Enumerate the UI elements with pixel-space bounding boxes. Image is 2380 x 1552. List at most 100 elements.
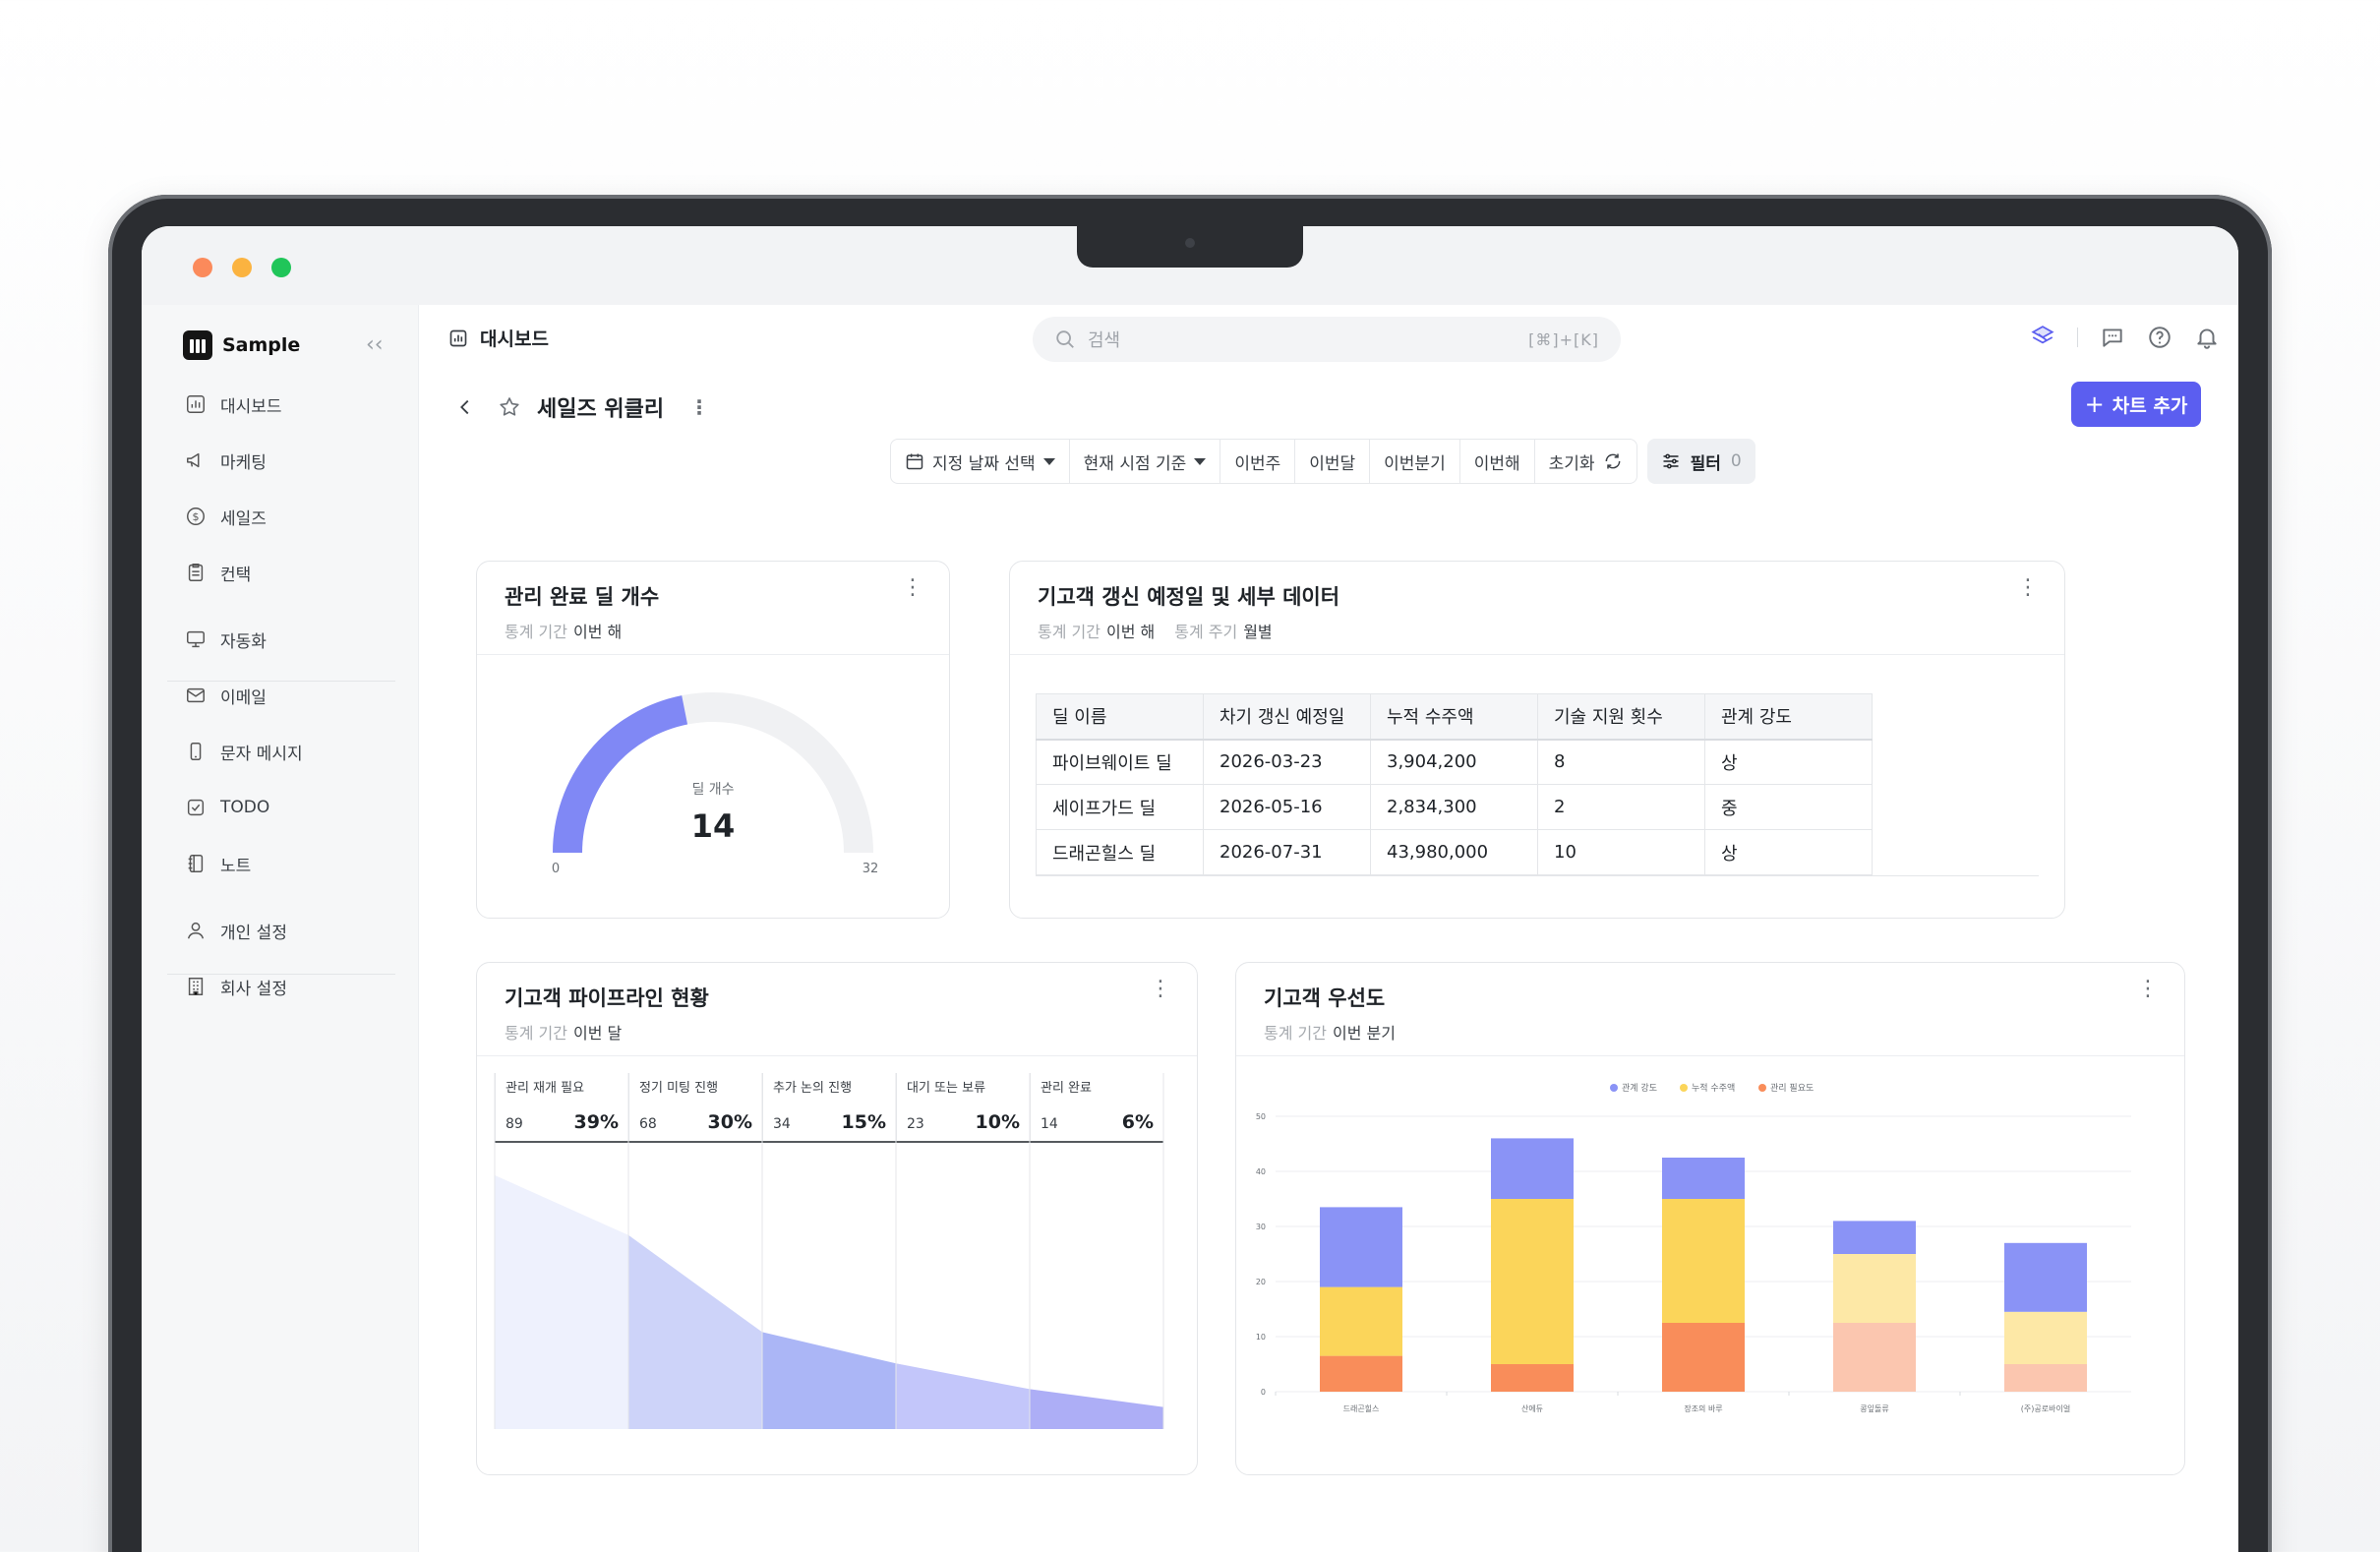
sidebar-item-9[interactable]: 개인 설정	[185, 914, 287, 947]
bar-segment[interactable]	[1662, 1199, 1745, 1323]
table-row[interactable]: 파이브웨이트 딜 2026-03-23 3,904,200 8 상	[1036, 739, 1873, 785]
this-month-button[interactable]: 이번달	[1294, 439, 1371, 484]
pipeline-funnel-chart	[494, 1073, 1164, 1429]
date-select-dropdown[interactable]: 지정 날짜 선택	[890, 439, 1070, 484]
card-more-icon[interactable]: ⋮	[2017, 575, 2039, 600]
sidebar-item-0[interactable]: 대시보드	[185, 388, 282, 421]
bar-segment[interactable]	[1320, 1207, 1402, 1287]
y-tick-label: 0	[1261, 1388, 1266, 1397]
bar-segment[interactable]	[1833, 1323, 1916, 1392]
reset-button[interactable]: 초기화	[1533, 439, 1637, 484]
bar-segment[interactable]	[2004, 1242, 2087, 1312]
stage-count: 89	[506, 1116, 523, 1132]
basis-dropdown[interactable]: 현재 시점 기준	[1068, 439, 1221, 484]
minimize-window-button[interactable]	[232, 258, 252, 277]
sidebar-item-4[interactable]: 자동화	[185, 623, 267, 656]
brand-name: Sample	[222, 334, 301, 356]
sidebar-item-7[interactable]: TODO	[185, 791, 269, 824]
sidebar-item-1[interactable]: 마케팅	[185, 444, 267, 477]
this-quarter-label: 이번분기	[1384, 453, 1446, 474]
dollar-icon: $	[187, 507, 205, 525]
close-window-button[interactable]	[193, 258, 212, 277]
priority-card-period: 통계 기간 이번 분기	[1264, 1020, 1396, 1044]
priority-card: 기고객 우선도 통계 기간 이번 분기 ⋮ 0 10 20 30 40 50 관계 강도 누적 …	[1235, 962, 2185, 1475]
bell-icon[interactable]	[2194, 325, 2220, 350]
maximize-window-button[interactable]	[271, 258, 291, 277]
notebook-icon	[188, 855, 204, 872]
bar-segment[interactable]	[1491, 1364, 1574, 1392]
this-week-button[interactable]: 이번주	[1220, 439, 1296, 484]
phone-icon	[190, 743, 202, 760]
collapse-sidebar-icon[interactable]: ‹‹	[366, 332, 384, 357]
page-more-icon[interactable]: ⋮	[689, 395, 710, 419]
workspace-logo-icon[interactable]	[2030, 325, 2055, 350]
stage-label: 추가 논의 진행	[773, 1081, 853, 1096]
bar-segment[interactable]	[1320, 1355, 1402, 1392]
sidebar-item-label: 대시보드	[220, 396, 282, 417]
sidebar-item-10[interactable]: 회사 설정	[185, 970, 287, 1003]
legend-swatch	[1680, 1084, 1688, 1092]
sidebar-item-label: 문자 메시지	[220, 744, 303, 764]
sidebar-item-label: TODO	[220, 798, 270, 817]
x-tick-label: 산에듀	[1521, 1403, 1543, 1413]
table-cell: 3,904,200	[1370, 739, 1538, 785]
x-tick-label: (주)공로바이얼	[2021, 1403, 2070, 1413]
this-quarter-button[interactable]: 이번분기	[1369, 439, 1460, 484]
search-input[interactable]: 검색 [⌘]+[K]	[1033, 317, 1621, 362]
this-year-button[interactable]: 이번해	[1458, 439, 1535, 484]
gauge-chart: 딜 개수 14 0 32	[552, 692, 878, 876]
bar-segment[interactable]	[1491, 1199, 1574, 1364]
table-row[interactable]: 드래곤힐스 딜 2026-07-31 43,980,000 10 상	[1036, 829, 1873, 875]
chat-icon[interactable]	[2100, 325, 2125, 350]
legend-swatch	[1758, 1084, 1766, 1092]
basis-label: 현재 시점 기준	[1083, 453, 1187, 474]
table-header-cell[interactable]: 차기 갱신 예정일	[1203, 693, 1371, 741]
legend-label: 누적 수주액	[1692, 1082, 1735, 1094]
cycle-label: 통계 주기	[1174, 623, 1238, 641]
bar-segment[interactable]	[1662, 1323, 1745, 1392]
table-header-cell[interactable]: 기술 지원 횟수	[1537, 693, 1705, 741]
caret-down-icon	[1042, 457, 1055, 465]
sidebar-item-8[interactable]: 노트	[185, 847, 251, 880]
filter-label: 필터	[1690, 453, 1721, 474]
sidebar-item-2[interactable]: $ 세일즈	[185, 500, 267, 533]
pipeline-stage-area	[628, 1234, 762, 1429]
card-more-icon[interactable]: ⋮	[902, 575, 923, 600]
sidebar-item-label: 자동화	[220, 631, 267, 652]
chart-icon	[187, 395, 205, 413]
sidebar-item-label: 이메일	[220, 687, 267, 708]
stage-label: 대기 또는 보류	[907, 1081, 986, 1096]
bar-segment[interactable]	[1833, 1254, 1916, 1323]
stage-count: 14	[1041, 1116, 1058, 1132]
sidebar-item-3[interactable]: 컨택	[185, 556, 251, 589]
topbar-actions	[2030, 325, 2220, 350]
check-icon	[187, 799, 205, 816]
back-icon[interactable]	[454, 396, 476, 418]
bar-segment[interactable]	[1320, 1286, 1402, 1356]
period-value: 이번 해	[1105, 623, 1156, 641]
filter-count: 0	[1730, 451, 1742, 471]
brand[interactable]: Sample	[183, 330, 300, 360]
bar-segment[interactable]	[2004, 1311, 2087, 1364]
refresh-icon	[1605, 453, 1620, 469]
sidebar-item-6[interactable]: 문자 메시지	[185, 735, 303, 768]
pipeline-stage-header: 관리 완료 14 6%	[1030, 1073, 1163, 1142]
bar-segment[interactable]	[2004, 1364, 2087, 1392]
pipeline-card: 기고객 파이프라인 현황 통계 기간 이번 달 ⋮ 관리 재개 필요 89 39% 정기…	[476, 962, 1198, 1475]
filter-button[interactable]: 필터 0	[1646, 439, 1755, 484]
bar-segment[interactable]	[1833, 1221, 1916, 1254]
bar-segment[interactable]	[1491, 1138, 1574, 1199]
pipeline-stage-area	[896, 1363, 1030, 1429]
camera-notch	[1077, 226, 1303, 268]
table-header-cell[interactable]: 관계 강도	[1704, 693, 1873, 741]
add-chart-button[interactable]: + 차트 추가	[2071, 382, 2201, 427]
help-icon[interactable]	[2147, 325, 2172, 350]
bar-segment[interactable]	[1662, 1158, 1745, 1199]
table-header-cell[interactable]: 딜 이름	[1036, 693, 1204, 741]
table-header-cell[interactable]: 누적 수주액	[1370, 693, 1538, 741]
table-row[interactable]: 세이프가드 딜 2026-05-16 2,834,300 2 중	[1036, 784, 1873, 830]
sidebar-item-5[interactable]: 이메일	[185, 679, 267, 712]
star-icon[interactable]	[498, 395, 521, 419]
stage-label: 관리 재개 필요	[506, 1081, 585, 1096]
mail-icon	[187, 687, 205, 703]
